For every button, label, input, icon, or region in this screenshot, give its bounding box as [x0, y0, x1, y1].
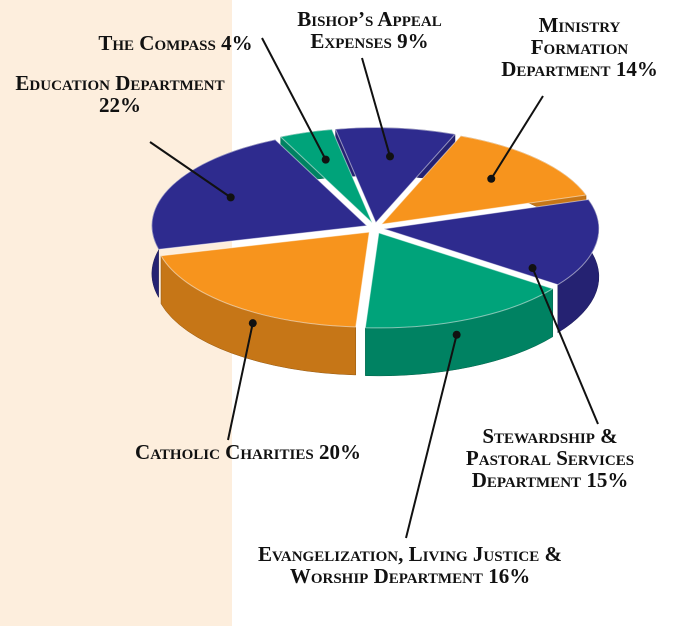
leader-dot	[248, 319, 257, 328]
category-name: Education Department	[15, 71, 225, 95]
slice-label: Ministry Formation Department 14%	[497, 14, 662, 80]
slice	[364, 232, 554, 329]
value-label: 4%	[221, 31, 253, 55]
slice-label: Education Department 22%	[5, 72, 235, 116]
slice	[160, 231, 370, 328]
leader-dot	[487, 174, 496, 183]
slice-label: Stewardship & Pastoral Services Departme…	[455, 425, 645, 491]
slice	[279, 129, 373, 224]
category-name: Stewardship & Pastoral Services Departme…	[465, 424, 635, 492]
leader-line	[490, 95, 544, 180]
slice	[334, 127, 456, 224]
leader-dot	[386, 152, 395, 161]
slice-label: Catholic Charities 20%	[88, 441, 408, 463]
slice	[380, 135, 587, 225]
leader-dot	[528, 264, 537, 273]
slice	[383, 198, 600, 286]
value-label: 20%	[318, 440, 361, 464]
slice	[151, 139, 368, 250]
leader-dot	[226, 193, 235, 202]
leader-dot	[321, 155, 330, 164]
category-name: Bishop’s Appeal Expenses	[297, 7, 442, 53]
slice-label: Evangelization, Living Justice & Worship…	[250, 543, 570, 587]
slice-label: The Compass 4%	[68, 32, 283, 54]
leader-line	[227, 322, 254, 441]
value-label: 9%	[397, 29, 429, 53]
category-name: Catholic Charities	[135, 440, 314, 464]
leader-dot	[452, 330, 461, 339]
leader-line	[361, 57, 391, 157]
value-label: 16%	[488, 564, 531, 588]
value-label: 22%	[99, 93, 141, 117]
category-name: The Compass	[98, 31, 216, 55]
leader-line	[261, 37, 327, 161]
leader-line	[531, 267, 599, 425]
category-name: Evangelization, Living Justice & Worship…	[257, 542, 562, 588]
leader-line	[149, 141, 232, 199]
slice-label: Bishop’s Appeal Expenses 9%	[262, 8, 477, 52]
value-label: 15%	[586, 468, 629, 492]
category-name: Ministry Formation Department	[501, 13, 629, 81]
leader-line	[405, 334, 458, 539]
value-label: 14%	[615, 57, 658, 81]
